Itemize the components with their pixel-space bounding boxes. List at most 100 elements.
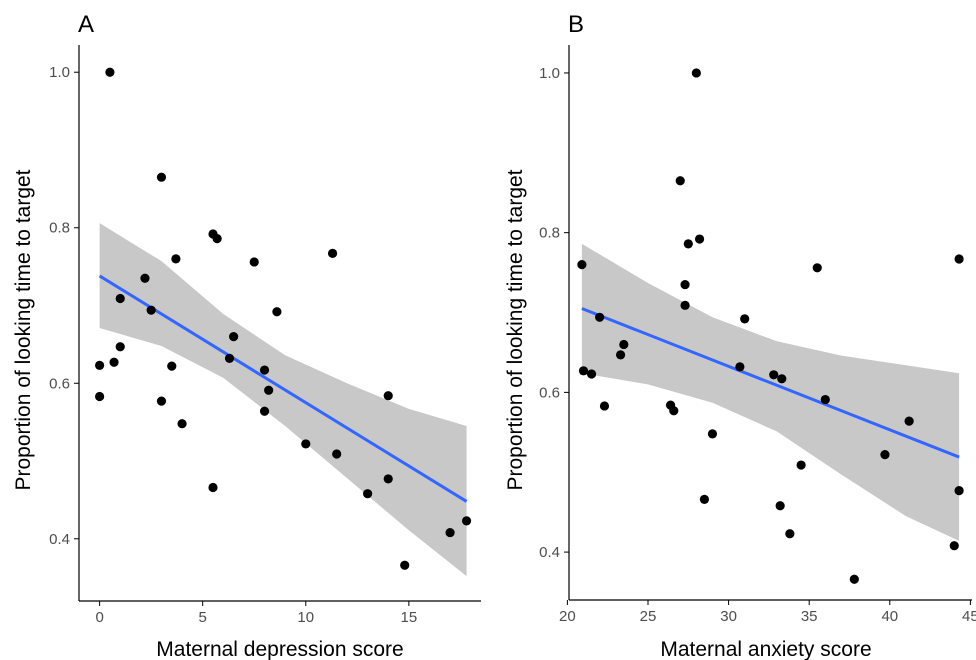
panel-a-data-point (259, 365, 270, 375)
panel-b-data-point (785, 529, 795, 539)
panel-b-data-point (675, 176, 685, 186)
panel-b-data-point (707, 429, 718, 439)
panel-b-data-point (680, 279, 690, 290)
panel-b-y-tick-label: 0.8 (539, 225, 560, 242)
panel-a-x-tick-label: 15 (401, 609, 418, 626)
panel-a-confidence-band-layer (99, 223, 467, 577)
panel-a: A Proportion of looking time to target M… (12, 11, 481, 660)
panel-b-fit-line-layer (581, 307, 960, 459)
panel-b-data-point (849, 574, 859, 584)
panel-b-x-tick-label: 20 (559, 608, 576, 625)
panel-a-data-point (177, 419, 187, 429)
panel-b-y-tick-label: 0.6 (539, 384, 560, 401)
panel-a-label: A (78, 11, 94, 38)
panel-b-data-point (880, 450, 890, 460)
panel-a-fit-line-layer (98, 274, 468, 503)
panel-a-data-point (212, 234, 222, 244)
panel-b-data-point (578, 366, 589, 376)
panel-a-data-point (229, 332, 239, 342)
panel-a-points-layer (95, 67, 472, 570)
panel-a-axes-layer: 0.4 0.6 0.8 1.0 0 5 10 15 (49, 45, 481, 626)
panel-a-data-point (301, 439, 311, 449)
panel-a-data-point (272, 307, 282, 317)
panel-a-data-point (383, 474, 393, 484)
panel-b-data-point (820, 394, 830, 405)
panel-a-data-point (224, 353, 235, 363)
panel-a-data-point (167, 361, 177, 371)
panel-b-confidence-band-layer (581, 243, 960, 541)
panel-a-data-point (363, 489, 373, 499)
panel-b-data-point (949, 541, 959, 551)
panel-a-y-tick-label: 1.0 (49, 64, 70, 81)
panel-a-data-point (249, 257, 259, 267)
panel-a-x-tick-label: 0 (95, 609, 103, 626)
panel-b-label: B (568, 11, 584, 38)
panel-b-data-point (904, 416, 914, 426)
panel-b-data-point (691, 68, 701, 78)
panel-a-data-point (445, 527, 455, 538)
panel-b: B Proportion of looking time to target M… (504, 11, 976, 660)
panel-b-data-point (683, 239, 693, 249)
panel-b-data-point (769, 370, 779, 380)
panel-a-y-tick-label: 0.6 (49, 375, 70, 392)
panel-a-data-point (156, 172, 167, 182)
panel-b-y-tick-label: 1.0 (539, 65, 560, 82)
panel-a-data-point (264, 385, 274, 395)
panel-a-data-point (332, 449, 342, 459)
panel-a-data-point (146, 305, 156, 315)
panel-b-x-axis-title: Maternal anxiety score (660, 638, 871, 660)
panel-b-data-point (599, 401, 610, 411)
panel-b-x-tick-label: 40 (881, 608, 898, 625)
panel-b-x-tick-label: 45 (962, 608, 976, 625)
panel-b-data-point (796, 460, 806, 470)
panel-a-data-point (156, 396, 167, 406)
panel-a-data-point (383, 391, 393, 401)
panel-b-data-point (595, 312, 605, 322)
panel-b-data-point (954, 254, 964, 264)
panel-a-data-point (400, 560, 410, 570)
panel-b-data-point (694, 234, 705, 244)
panel-a-x-tick-label: 5 (199, 609, 207, 626)
panel-b-data-point (680, 300, 690, 310)
panel-a-data-point (208, 482, 218, 493)
panel-b-data-point (586, 369, 597, 379)
panel-a-x-tick-label: 10 (297, 609, 314, 626)
panel-b-data-point (740, 314, 750, 324)
panel-b-data-point (735, 362, 745, 372)
panel-b-axes-layer: 0.4 0.6 0.8 1.0 20 25 30 35 40 45 (539, 45, 976, 625)
panel-b-data-point (777, 374, 787, 384)
panel-b-data-point (954, 485, 964, 496)
panel-b-data-point (619, 339, 629, 350)
panel-a-y-tick-label: 0.8 (49, 220, 70, 237)
panel-b-data-point (699, 494, 710, 504)
panel-a-data-point (327, 248, 338, 259)
panel-b-regression-line (581, 307, 960, 459)
panel-a-data-point (115, 342, 125, 352)
panel-a-data-point (259, 406, 270, 416)
panel-a-x-axis-title: Maternal depression score (156, 638, 403, 660)
panel-b-data-point (615, 350, 626, 360)
panel-a-data-point (109, 357, 119, 367)
panel-a-data-point (171, 254, 181, 264)
panel-a-data-point (115, 293, 125, 304)
panel-a-data-point (140, 273, 150, 283)
panel-a-regression-line (98, 274, 468, 503)
panel-b-confidence-band (581, 243, 960, 541)
panel-b-y-tick-label: 0.4 (539, 544, 560, 561)
panel-a-data-point (95, 360, 105, 370)
panel-b-data-point (669, 406, 679, 416)
panel-a-data-point (461, 516, 472, 526)
panel-a-y-axis-title: Proportion of looking time to target (12, 169, 35, 490)
panel-b-y-axis-title: Proportion of looking time to target (504, 169, 527, 490)
panel-b-x-tick-label: 35 (801, 608, 818, 625)
panel-a-confidence-band (99, 223, 467, 577)
panel-b-data-point (577, 260, 587, 270)
panel-a-y-tick-label: 0.4 (49, 531, 70, 548)
panel-a-data-point (105, 67, 115, 77)
panel-a-data-point (95, 391, 105, 402)
panel-b-x-tick-label: 30 (720, 608, 737, 625)
panel-b-data-point (775, 501, 785, 511)
panel-b-data-point (812, 263, 822, 273)
panel-b-x-tick-label: 25 (640, 608, 657, 625)
